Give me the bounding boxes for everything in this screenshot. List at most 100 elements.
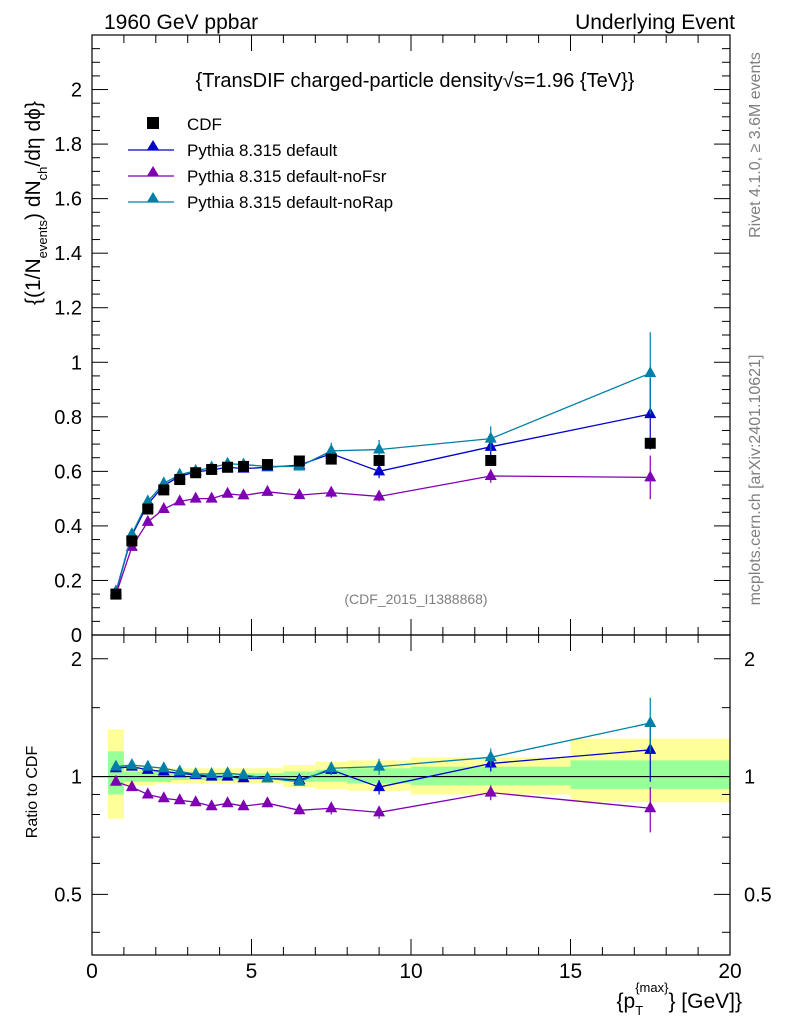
ylabel-part-b: ) dN [22, 180, 45, 220]
main-ytick-label: 0.6 [54, 461, 82, 483]
ratio-marker-noFsr [141, 787, 154, 799]
main-ytick-label: 1 [71, 352, 82, 374]
legend-label-default: Pythia 8.315 default [187, 141, 338, 160]
ratio-marker-default [373, 780, 386, 792]
ratio-marker-noRap [325, 761, 338, 773]
chart-title: {TransDIF charged-particle density√s=1.9… [196, 70, 635, 92]
mcplots-label: mcplots.cern.ch [arXiv:2401.10621] [747, 355, 764, 606]
marker-noFsr [293, 488, 306, 500]
ratio-marker-noRap [189, 767, 202, 779]
ratio-xtick-label: 5 [246, 960, 258, 983]
ratio-marker-noRap [157, 761, 170, 773]
legend: CDF Pythia 8.315 default Pythia 8.315 de… [128, 115, 393, 212]
main-ylabel: {(1/Nevents) dNch/dη dϕ} [22, 101, 50, 305]
marker-cdf [293, 455, 305, 467]
marker-noFsr [173, 494, 186, 506]
ratio-xtick-label: 20 [718, 960, 741, 983]
ratio-marker-noFsr [373, 805, 386, 817]
marker-noFsr [644, 470, 657, 482]
ratio-ytick-label-left: 0.5 [54, 884, 82, 906]
marker-cdf [190, 467, 202, 479]
ratio-marker-noRap [261, 771, 274, 783]
ratio-marker-noFsr [189, 795, 202, 807]
main-ytick-label: 0 [71, 625, 82, 647]
ratio-marker-noRap [221, 766, 234, 778]
marker-noRap [141, 494, 154, 506]
ratio-marker-noRap [109, 759, 122, 771]
ratio-frame [91, 634, 731, 956]
ratio-marker-noRap [237, 767, 250, 779]
main-ytick-label: 1.8 [54, 134, 82, 156]
marker-cdf [373, 454, 385, 466]
ratio-marker-noFsr [484, 785, 497, 797]
xlabel-part-b: } [GeV]} [668, 990, 742, 1013]
main-ytick-label: 1.2 [54, 298, 82, 320]
marker-cdf [644, 437, 656, 449]
legend-label-cdf: CDF [187, 115, 222, 134]
marker-noFsr [373, 489, 386, 501]
marker-cdf [325, 453, 337, 465]
marker-noFsr [157, 502, 170, 513]
band-inner [107, 751, 124, 795]
ratio-series-layer [109, 697, 657, 833]
main-series-layer [109, 332, 657, 600]
legend-label-nofsr: Pythia 8.315 default-noFsr [187, 167, 387, 186]
ratio-uncertainty-bands [92, 729, 730, 819]
marker-default [373, 464, 386, 476]
ratio-marker-noFsr [644, 801, 657, 813]
header-process: Underlying Event [575, 11, 735, 34]
ratio-marker-noFsr [109, 774, 122, 786]
ratio-marker-noRap [173, 764, 186, 776]
ratio-marker-noRap [644, 716, 657, 728]
band-inner [315, 769, 348, 782]
ratio-ytick-label-right: 2 [744, 649, 755, 671]
marker-noFsr [237, 488, 250, 500]
ratio-marker-noFsr [221, 796, 234, 808]
marker-noRap [484, 431, 497, 443]
ratio-marker-noFsr [293, 803, 306, 815]
rivet-label: Rivet 4.1.0, ≥ 3.6M events [747, 52, 764, 238]
ylabel-sub-events: events [35, 220, 50, 259]
ratio-marker-noRap [373, 759, 386, 771]
ratio-marker-noRap [484, 750, 497, 762]
marker-cdf [485, 454, 497, 466]
header-energy: 1960 GeV ppbar [104, 11, 258, 34]
xlabel-sub-t: T [635, 1003, 643, 1018]
marker-cdf [110, 588, 122, 600]
marker-noRap [373, 442, 386, 454]
ratio-marker-noRap [141, 759, 154, 771]
main-ytick-label: 1.4 [54, 243, 82, 265]
marker-cdf [238, 460, 250, 472]
ratio-marker-noFsr [261, 796, 274, 808]
marker-noRap [644, 366, 657, 378]
ylabel-sub-ch: ch [35, 167, 50, 181]
band-inner [347, 768, 411, 784]
legend-marker-nofsr [147, 166, 159, 176]
main-ytick-label: 2 [71, 80, 82, 102]
legend-marker-default [147, 140, 159, 150]
marker-noFsr [261, 484, 274, 496]
ratio-marker-noFsr [125, 780, 138, 792]
main-ytick-label: 0.8 [54, 407, 82, 429]
analysis-id: (CDF_2015_I1388868) [344, 591, 487, 607]
series-line-default [115, 413, 651, 593]
ratio-marker-noFsr [325, 801, 338, 813]
main-ytick-label: 0.2 [54, 570, 82, 592]
marker-noFsr [205, 491, 218, 503]
ratio-panel: 0.5 0.51 12 20 5 10 15 20 Ratio to CDF {pT{max}… [24, 634, 772, 1018]
ratio-ylabel: Ratio to CDF [24, 746, 41, 839]
ratio-ytick-label-right: 0.5 [744, 884, 772, 906]
ratio-xtick-label: 10 [399, 960, 422, 983]
marker-noFsr [484, 469, 497, 480]
marker-noFsr [189, 491, 202, 503]
ratio-ytick-label-left: 2 [71, 649, 82, 671]
series-line-noRap [115, 372, 651, 592]
ratio-xtick-label: 0 [86, 960, 98, 983]
marker-noFsr [141, 514, 154, 526]
marker-cdf [222, 461, 234, 473]
legend-marker-cdf [147, 117, 159, 129]
marker-cdf [126, 535, 138, 547]
ratio-marker-noRap [205, 767, 218, 779]
ratio-ytick-label-left: 1 [71, 767, 82, 789]
